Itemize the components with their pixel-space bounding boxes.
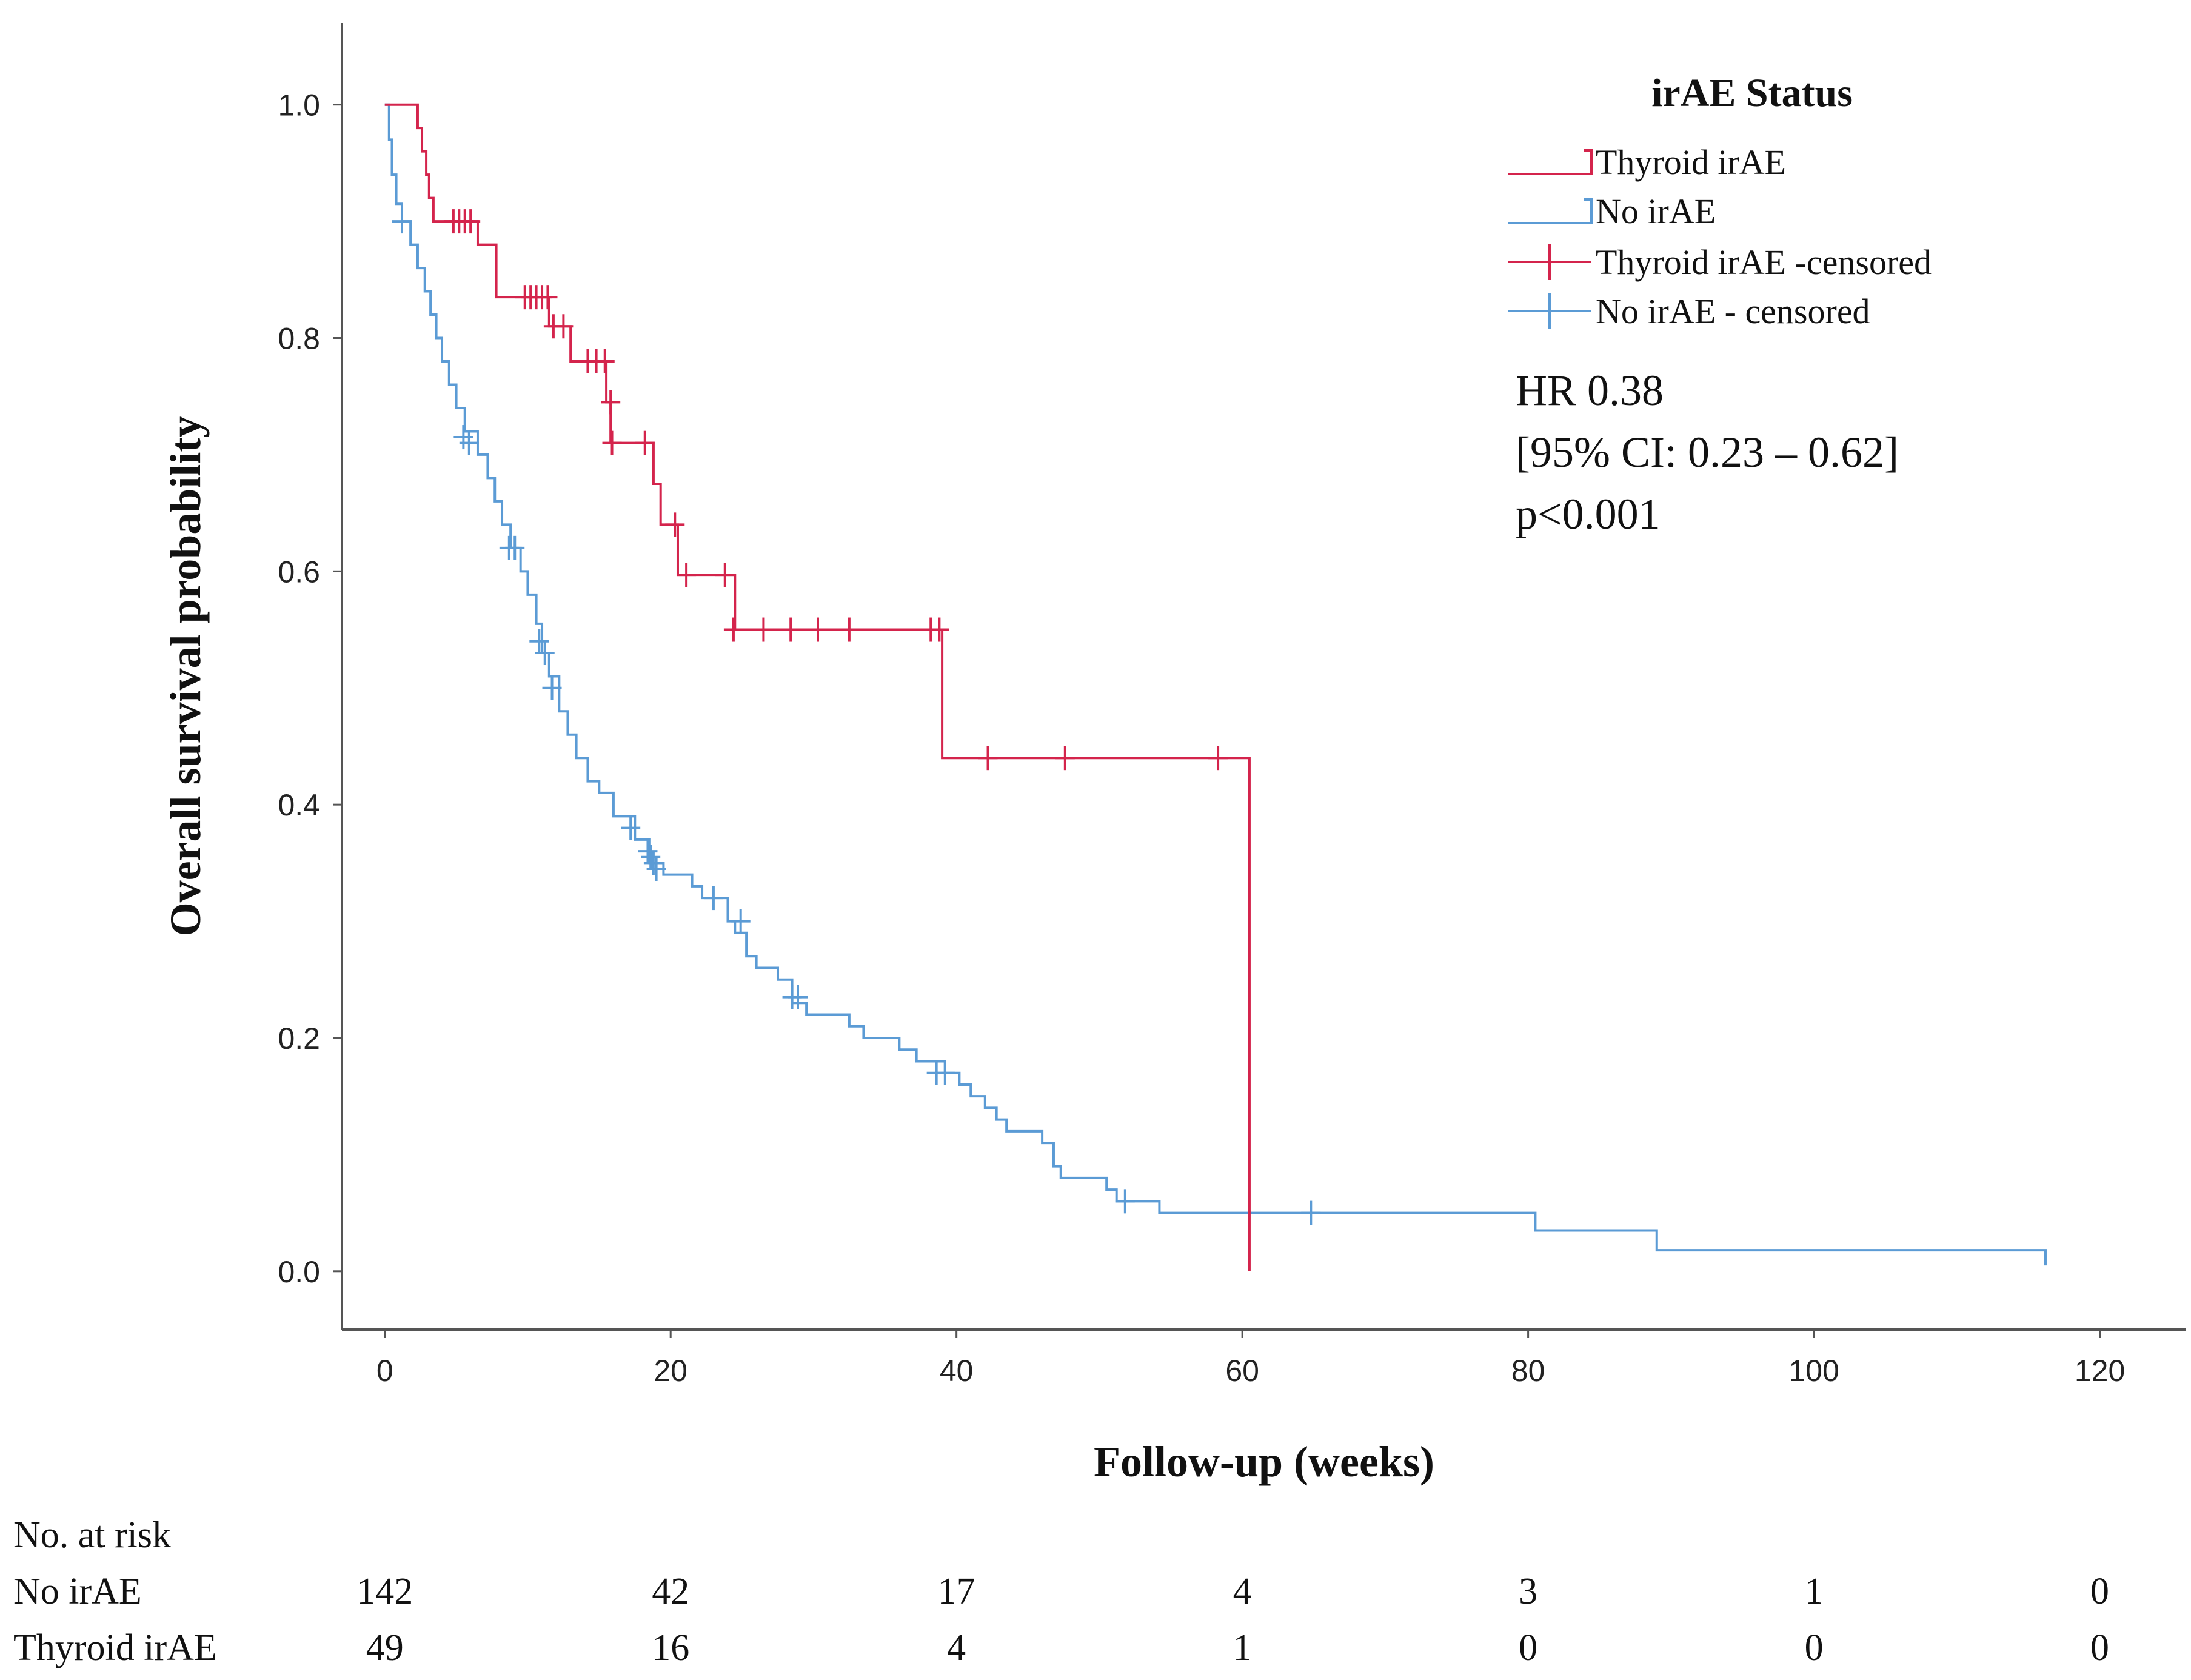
censor-mark-thyroid-irae — [715, 563, 735, 587]
censor-mark-thyroid-irae — [808, 617, 828, 642]
risk-table: No. at risk No irAE Thyroid irAE 142 42 17… — [13, 1514, 2109, 1668]
x-axis-label: Follow-up (weeks) — [1094, 1437, 1434, 1486]
censor-mark-thyroid-irae — [601, 390, 621, 415]
x-tick-label: 120 — [2075, 1354, 2125, 1388]
censor-mark-thyroid-irae — [781, 617, 801, 642]
risk-cell: 0 — [2090, 1571, 2109, 1612]
censor-mark-no-irae — [1115, 1189, 1135, 1214]
censor-mark-thyroid-irae — [538, 285, 558, 310]
censor-mark-thyroid-irae — [635, 430, 655, 455]
risk-cell: 142 — [356, 1571, 413, 1612]
legend-label-thyroid-censored: Thyroid irAE -censored — [1596, 243, 1932, 282]
hr-line: HR 0.38 — [1516, 366, 1664, 415]
legend-label-no-irae-censored: No irAE - censored — [1596, 292, 1870, 331]
risk-cell: 0 — [1519, 1627, 1537, 1668]
legend-swatch-no-irae — [1508, 198, 1593, 224]
censor-mark-thyroid-irae — [929, 617, 949, 642]
censor-mark-no-irae — [703, 886, 723, 911]
y-tick-label: 0.4 — [278, 788, 320, 822]
censor-mark-thyroid-irae — [978, 746, 998, 771]
censor-mark-thyroid-irae — [677, 563, 697, 587]
legend-label-no-irae: No irAE — [1596, 192, 1716, 231]
y-tick-label: 0.8 — [278, 322, 320, 356]
risk-cell: 3 — [1519, 1571, 1537, 1612]
risk-cell: 16 — [652, 1627, 689, 1668]
risk-cell: 42 — [652, 1571, 689, 1612]
plot-area — [342, 23, 2186, 1330]
p-value-line: p<0.001 — [1516, 490, 1661, 538]
censor-mark-thyroid-irae — [554, 314, 574, 339]
censor-mark-thyroid-irae — [839, 617, 859, 642]
hazard-ratio-annotation: HR 0.38 [95% CI: 0.23 – 0.62] p<0.001 — [1516, 366, 1899, 538]
censor-mark-thyroid-irae — [1208, 746, 1228, 771]
censor-mark-thyroid-irae — [595, 349, 615, 373]
y-tick-label: 0.2 — [278, 1022, 320, 1056]
legend-title: irAE Status — [1651, 71, 1853, 115]
risk-row-label-no-irae: No irAE — [13, 1571, 142, 1612]
series-line-no-irae — [384, 103, 2047, 1266]
censor-mark-thyroid-irae — [723, 617, 743, 642]
risk-cell: 1 — [1233, 1627, 1252, 1668]
risk-row-label-thyroid: Thyroid irAE — [13, 1627, 217, 1668]
y-tick-label: 0.6 — [278, 555, 320, 589]
censor-mark-no-irae — [935, 1060, 955, 1085]
x-tick-label: 40 — [940, 1354, 974, 1388]
censor-mark-thyroid-irae — [602, 430, 622, 455]
censor-mark-no-irae — [535, 641, 555, 666]
censor-mark-thyroid-irae — [1055, 746, 1075, 771]
risk-cell: 0 — [1805, 1627, 1824, 1668]
risk-table-title: No. at risk — [13, 1514, 171, 1556]
censor-mark-thyroid-irae — [754, 617, 774, 642]
risk-cell: 17 — [938, 1571, 975, 1612]
censor-mark-no-irae — [621, 815, 641, 840]
censor-mark-no-irae — [1301, 1200, 1321, 1225]
x-tick-label: 80 — [1511, 1354, 1545, 1388]
risk-cell: 49 — [366, 1627, 404, 1668]
x-tick-label: 60 — [1225, 1354, 1259, 1388]
censor-mark-no-irae — [643, 851, 663, 875]
legend: irAE Status Thyroid irAE No irAE Thyroid… — [1508, 71, 1932, 331]
x-tick-label: 0 — [376, 1354, 393, 1388]
legend-swatch-thyroid — [1508, 149, 1593, 175]
y-tick-label: 0.0 — [278, 1255, 320, 1289]
x-tick-label: 20 — [654, 1354, 687, 1388]
censor-mark-no-irae — [392, 209, 412, 234]
x-tick-label: 100 — [1788, 1354, 1839, 1388]
censor-mark-no-irae — [788, 985, 808, 1009]
y-axis-label: Overall survival probability — [161, 416, 210, 937]
legend-swatch-thyroid-censored — [1508, 244, 1591, 280]
y-tick-label: 1.0 — [278, 89, 320, 122]
censor-mark-no-irae — [505, 535, 525, 560]
risk-cell: 4 — [947, 1627, 966, 1668]
censor-mark-thyroid-irae — [461, 209, 481, 234]
legend-label-thyroid: Thyroid irAE — [1596, 142, 1786, 182]
censor-mark-no-irae — [646, 856, 666, 881]
ci-line: [95% CI: 0.23 – 0.62] — [1516, 428, 1899, 477]
risk-cell: 0 — [2090, 1627, 2109, 1668]
censor-mark-no-irae — [731, 909, 751, 934]
censor-mark-thyroid-irae — [665, 512, 685, 537]
censor-mark-no-irae — [459, 430, 479, 455]
legend-swatch-no-irae-censored — [1508, 293, 1591, 329]
risk-cell: 4 — [1233, 1571, 1252, 1612]
censor-mark-no-irae — [542, 675, 562, 700]
risk-cell: 1 — [1805, 1571, 1824, 1612]
